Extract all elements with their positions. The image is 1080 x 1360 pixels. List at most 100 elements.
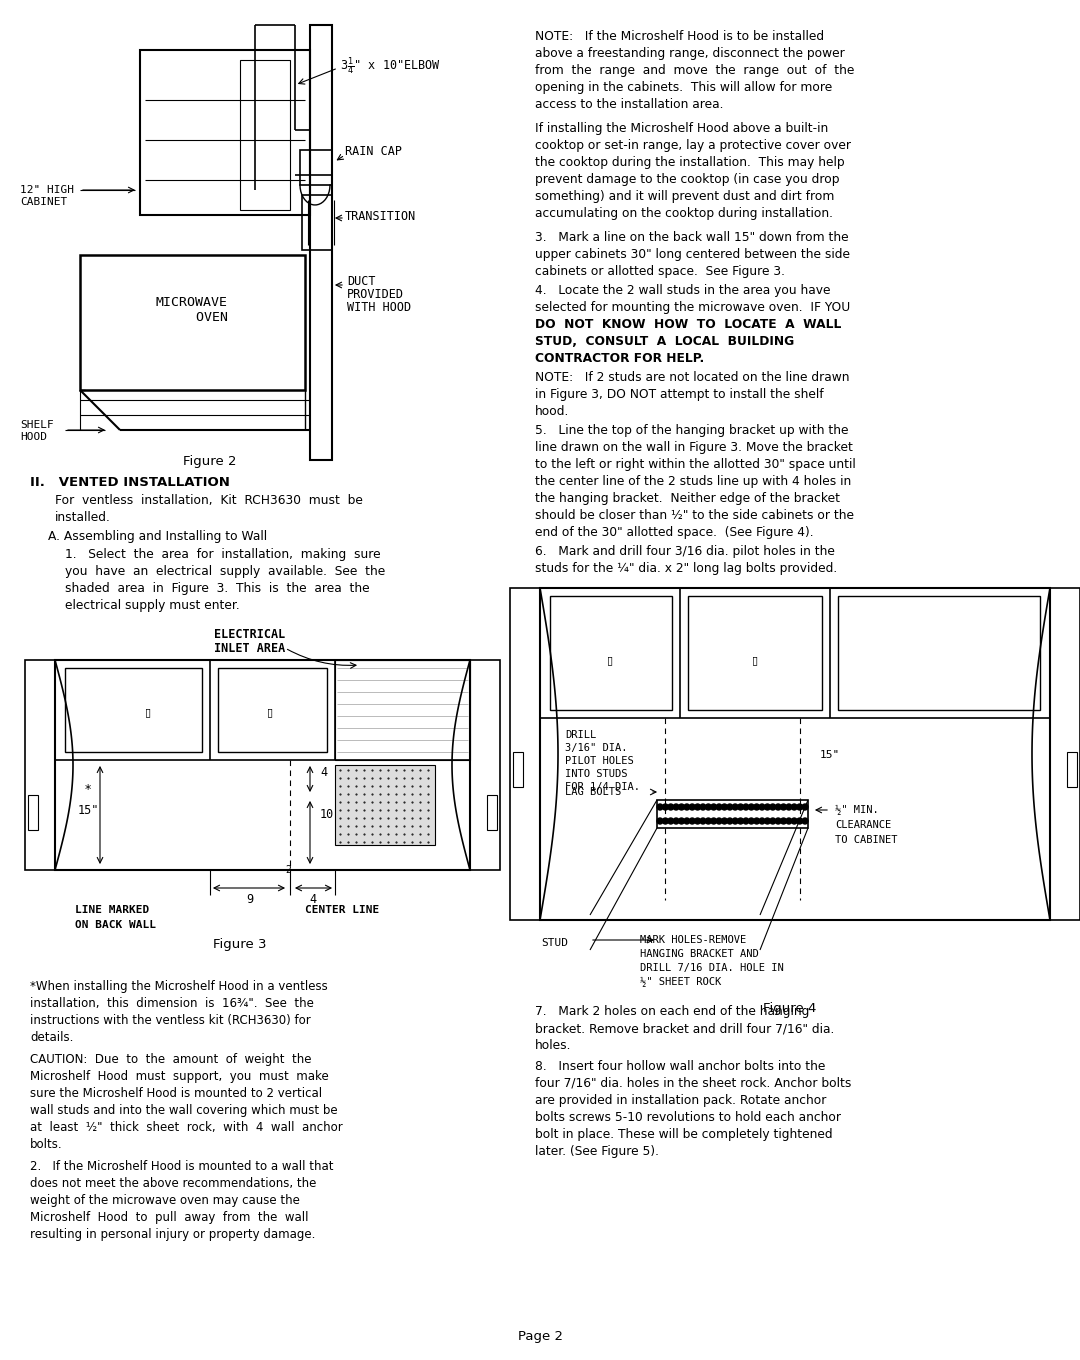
Text: 7.   Mark 2 holes on each end of the hanging: 7. Mark 2 holes on each end of the hangi…	[535, 1005, 809, 1019]
Bar	[838, 596, 1040, 710]
Text: CABINET: CABINET	[21, 197, 67, 207]
Bar	[25, 660, 55, 870]
Bar	[240, 60, 291, 209]
Text: upper cabinets 30" long centered between the side: upper cabinets 30" long centered between…	[535, 248, 850, 261]
Circle shape	[667, 817, 674, 824]
Text: bracket. Remove bracket and drill four 7/16" dia.: bracket. Remove bracket and drill four 7…	[535, 1021, 835, 1035]
Text: the hanging bracket.  Neither edge of the bracket: the hanging bracket. Neither edge of the…	[535, 492, 840, 505]
Text: DRILL: DRILL	[565, 730, 596, 740]
Circle shape	[705, 817, 712, 824]
Circle shape	[700, 817, 706, 824]
Text: *: *	[85, 783, 91, 797]
Text: the center line of the 2 studs line up with 4 holes in: the center line of the 2 studs line up w…	[535, 475, 851, 488]
Text: For  ventless  installation,  Kit  RCH3630  must  be: For ventless installation, Kit RCH3630 m…	[55, 494, 363, 507]
Text: resulting in personal injury or property damage.: resulting in personal injury or property…	[30, 1228, 315, 1240]
Text: you  have  an  electrical  supply  available.  See  the: you have an electrical supply available.…	[65, 564, 386, 578]
Text: installation,  this  dimension  is  16¾".  See  the: installation, this dimension is 16¾". Se…	[30, 997, 314, 1010]
Circle shape	[754, 817, 759, 824]
Bar	[1067, 752, 1077, 787]
Text: MARK HOLES-REMOVE: MARK HOLES-REMOVE	[640, 936, 746, 945]
Circle shape	[711, 817, 717, 824]
Text: DRILL 7/16 DIA. HOLE IN: DRILL 7/16 DIA. HOLE IN	[640, 963, 784, 972]
Circle shape	[657, 817, 663, 824]
Text: *When installing the Microshelf Hood in a ventless: *When installing the Microshelf Hood in …	[30, 981, 327, 993]
Bar	[335, 764, 435, 845]
Circle shape	[711, 804, 717, 811]
Text: MICROWAVE
     OVEN: MICROWAVE OVEN	[156, 296, 228, 324]
Circle shape	[765, 804, 770, 811]
Circle shape	[700, 804, 706, 811]
Circle shape	[802, 817, 808, 824]
Text: from  the  range  and  move  the  range  out  of  the: from the range and move the range out of…	[535, 64, 854, 78]
Text: holes.: holes.	[535, 1039, 571, 1053]
Circle shape	[716, 817, 723, 824]
Text: at  least  ½"  thick  sheet  rock,  with  4  wall  anchor: at least ½" thick sheet rock, with 4 wal…	[30, 1121, 342, 1134]
Bar	[540, 588, 1050, 919]
Text: TO CABINET: TO CABINET	[835, 835, 897, 845]
Circle shape	[786, 804, 792, 811]
Text: shaded  area  in  Figure  3.  This  is  the  area  the: shaded area in Figure 3. This is the are…	[65, 582, 369, 596]
Circle shape	[678, 804, 685, 811]
Text: ½" SHEET ROCK: ½" SHEET ROCK	[640, 976, 721, 987]
Bar	[80, 256, 305, 390]
Text: PILOT HOLES: PILOT HOLES	[565, 756, 634, 766]
Text: HOOD: HOOD	[21, 432, 48, 442]
Text: above a freestanding range, disconnect the power: above a freestanding range, disconnect t…	[535, 48, 845, 60]
Bar	[302, 194, 332, 250]
Text: opening in the cabinets.  This will allow for more: opening in the cabinets. This will allow…	[535, 82, 833, 94]
Text: ▯: ▯	[607, 656, 613, 665]
Text: 4.   Locate the 2 wall studs in the area you have: 4. Locate the 2 wall studs in the area y…	[535, 284, 831, 296]
Text: 6.   Mark and drill four 3/16 dia. pilot holes in the: 6. Mark and drill four 3/16 dia. pilot h…	[535, 545, 835, 558]
Circle shape	[743, 804, 748, 811]
Text: PROVIDED: PROVIDED	[347, 288, 404, 301]
Text: access to the installation area.: access to the installation area.	[535, 98, 724, 112]
Circle shape	[792, 817, 797, 824]
Text: NOTE:   If 2 studs are not located on the line drawn: NOTE: If 2 studs are not located on the …	[535, 371, 850, 384]
Text: 8.   Insert four hollow wall anchor bolts into the: 8. Insert four hollow wall anchor bolts …	[535, 1059, 825, 1073]
Text: INLET AREA: INLET AREA	[214, 642, 285, 656]
Circle shape	[797, 804, 802, 811]
Circle shape	[732, 817, 739, 824]
Text: wall studs and into the wall covering which must be: wall studs and into the wall covering wh…	[30, 1104, 338, 1117]
Circle shape	[765, 817, 770, 824]
Circle shape	[754, 804, 759, 811]
Circle shape	[667, 804, 674, 811]
Circle shape	[678, 817, 685, 824]
Text: 9: 9	[246, 894, 254, 906]
Bar	[657, 800, 808, 828]
Text: If installing the Microshelf Hood above a built-in: If installing the Microshelf Hood above …	[535, 122, 828, 135]
Text: STUD: STUD	[541, 938, 568, 948]
Text: hood.: hood.	[535, 405, 569, 418]
Text: II.   VENTED INSTALLATION: II. VENTED INSTALLATION	[30, 476, 230, 490]
Text: Page 2: Page 2	[517, 1330, 563, 1344]
Bar	[487, 796, 497, 830]
Circle shape	[673, 804, 679, 811]
Circle shape	[727, 817, 733, 824]
Bar	[335, 660, 470, 760]
Text: 10: 10	[320, 808, 334, 821]
Circle shape	[797, 817, 802, 824]
Text: Figure 3: Figure 3	[213, 938, 267, 951]
Text: cabinets or allotted space.  See Figure 3.: cabinets or allotted space. See Figure 3…	[535, 265, 785, 277]
Circle shape	[716, 804, 723, 811]
Text: WITH HOOD: WITH HOOD	[347, 301, 411, 314]
Circle shape	[694, 817, 701, 824]
Text: 3/16" DIA.: 3/16" DIA.	[565, 743, 627, 753]
Text: electrical supply must enter.: electrical supply must enter.	[65, 598, 240, 612]
Circle shape	[738, 804, 743, 811]
Circle shape	[721, 817, 728, 824]
Text: 5.   Line the top of the hanging bracket up with the: 5. Line the top of the hanging bracket u…	[535, 424, 849, 437]
Circle shape	[684, 804, 690, 811]
Circle shape	[770, 804, 775, 811]
Circle shape	[748, 804, 754, 811]
Circle shape	[662, 817, 669, 824]
Text: four 7/16" dia. holes in the sheet rock. Anchor bolts: four 7/16" dia. holes in the sheet rock.…	[535, 1077, 851, 1089]
Text: 4: 4	[320, 767, 327, 779]
Circle shape	[689, 804, 696, 811]
Bar	[140, 50, 310, 215]
Bar	[28, 796, 38, 830]
Bar	[470, 660, 500, 870]
Text: Figure 4: Figure 4	[764, 1002, 816, 1015]
Bar	[513, 752, 523, 787]
Text: CONTRACTOR FOR HELP.: CONTRACTOR FOR HELP.	[535, 352, 704, 364]
